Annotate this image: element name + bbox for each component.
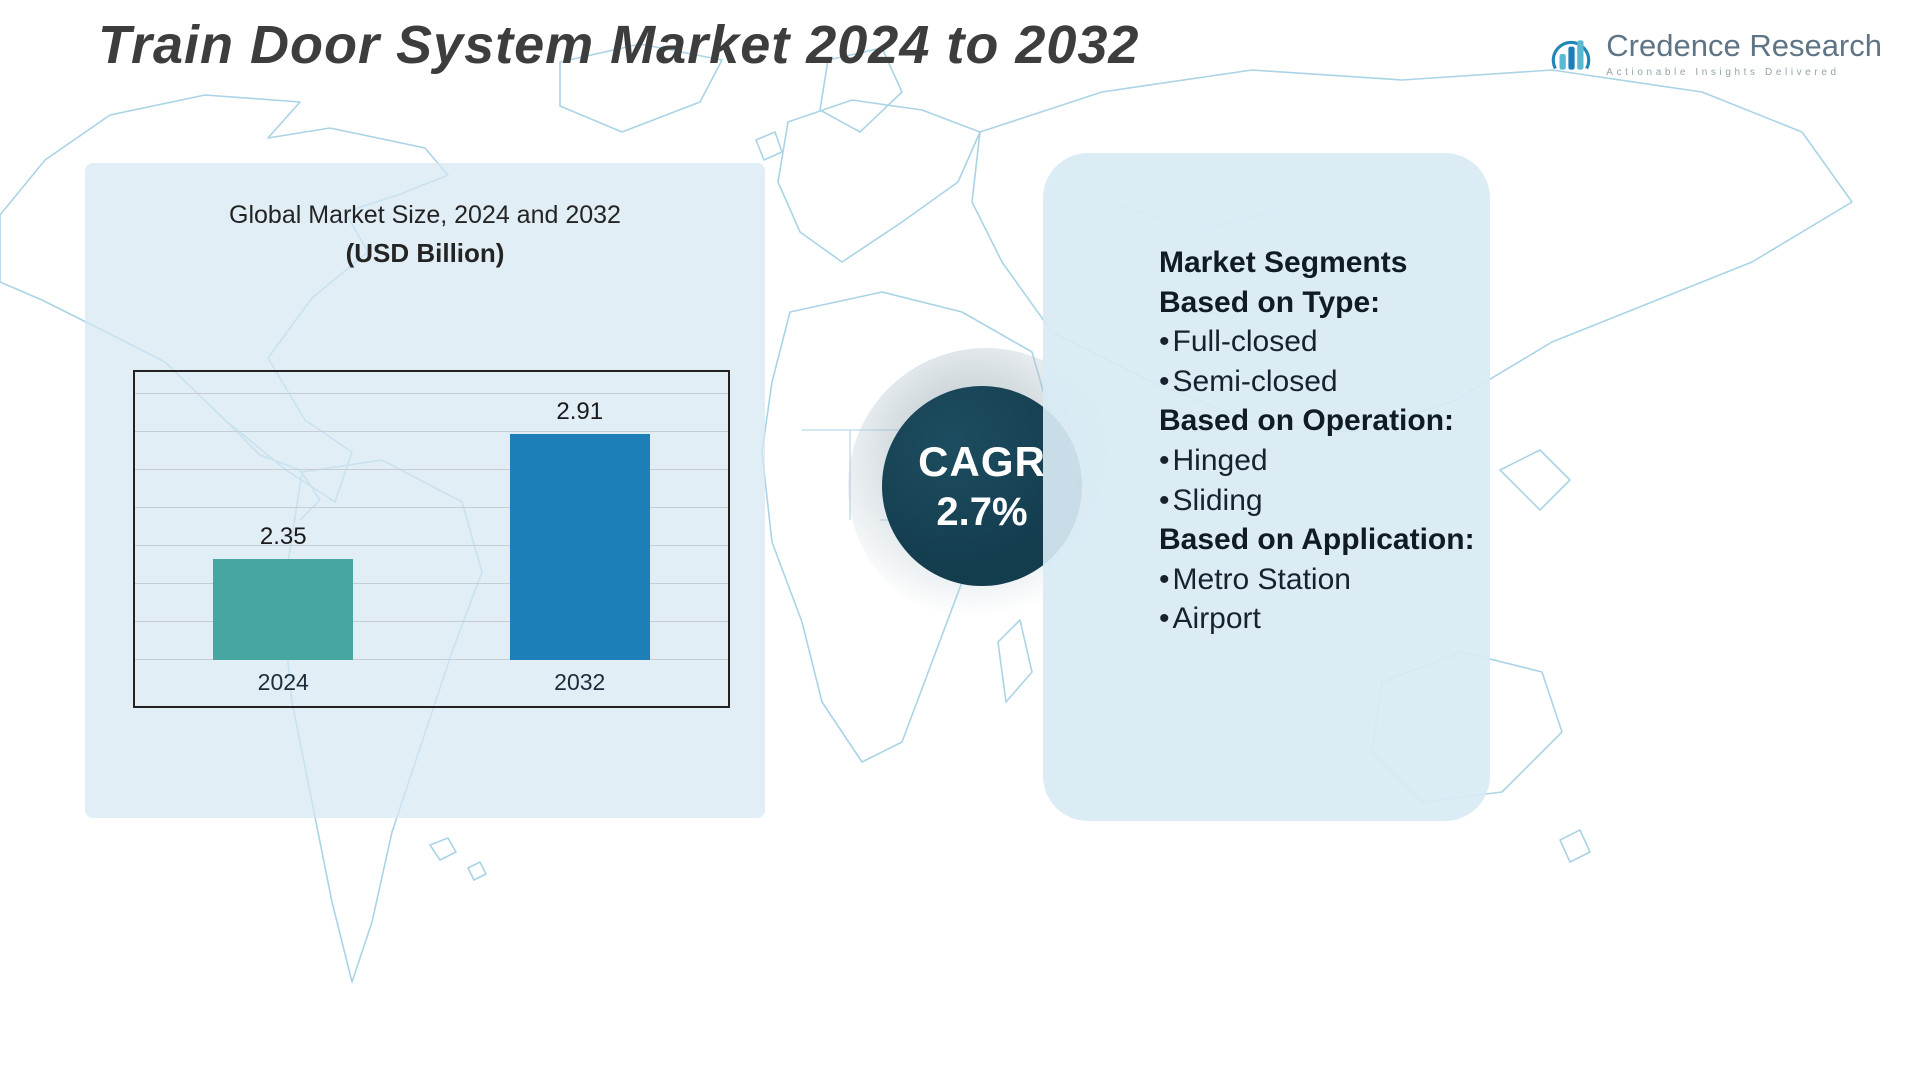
category-label-2024: 2024 [257, 669, 309, 695]
bar-value-label: 2.91 [556, 398, 604, 425]
logo-name: Credence Research [1606, 28, 1882, 63]
chart-category-labels: 2024 2032 [135, 669, 728, 696]
segments-text-block: Market Segments Based on Type: Full-clos… [1159, 243, 1476, 639]
segment-item: Sliding [1159, 481, 1476, 521]
page-title: Train Door System Market 2024 to 2032 [98, 15, 1140, 75]
bar-chart: 2.35 2.91 2024 2032 [133, 370, 730, 708]
bar-2032 [509, 434, 650, 660]
bar-value-label: 2.35 [259, 523, 307, 550]
segment-group-heading-operation: Based on Operation: [1159, 404, 1455, 438]
segment-item: Metro Station [1159, 560, 1476, 600]
segment-item: Airport [1159, 599, 1476, 639]
chart-title-block: Global Market Size, 2024 and 2032 (USD B… [85, 201, 765, 269]
cagr-label: CAGR [918, 437, 1046, 485]
logo-text-block: Credence Research Actionable Insights De… [1606, 28, 1882, 78]
segments-title: Market Segments [1159, 246, 1408, 279]
segment-group-heading-type: Based on Type: [1159, 285, 1381, 319]
logo-tagline: Actionable Insights Delivered [1606, 66, 1840, 78]
bar-group-2032: 2.91 [509, 398, 650, 660]
segments-panel: Market Segments Based on Type: Full-clos… [1043, 153, 1490, 821]
segment-item: Full-closed [1159, 322, 1476, 362]
category-label-2032: 2032 [554, 669, 606, 695]
cagr-value: 2.7% [936, 489, 1028, 534]
chart-title: Global Market Size, 2024 and 2032 [229, 201, 621, 229]
bar-group-2024: 2.35 [213, 523, 354, 660]
segment-item: Hinged [1159, 441, 1476, 481]
bar-chart-logo-icon [1552, 40, 1591, 70]
chart-subtitle: (USD Billion) [345, 238, 505, 268]
chart-bars: 2.35 2.91 [135, 340, 728, 660]
bar-2024 [213, 559, 354, 660]
segment-item: Semi-closed [1159, 362, 1476, 402]
segment-group-heading-application: Based on Application: [1159, 523, 1475, 557]
credence-research-logo: Credence Research Actionable Insights De… [1546, 28, 1882, 80]
chart-panel: Global Market Size, 2024 and 2032 (USD B… [85, 163, 765, 818]
